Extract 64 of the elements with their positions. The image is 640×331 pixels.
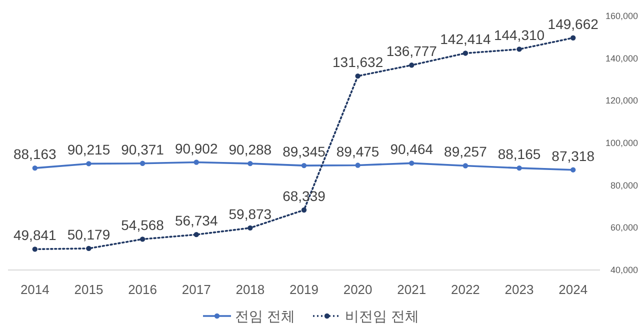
x-tick-label: 2019 <box>290 282 318 297</box>
y-tick-label: 120,000 <box>605 96 638 106</box>
y-tick-label: 160,000 <box>605 11 638 21</box>
point <box>462 163 468 168</box>
x-tick-label: 2017 <box>182 282 211 297</box>
point <box>409 160 414 166</box>
point <box>570 167 576 172</box>
point <box>194 160 199 165</box>
data-label: 90,288 <box>228 142 272 158</box>
x-tick-label: 2021 <box>397 282 426 297</box>
data-label: 50,179 <box>67 226 110 242</box>
x-tick-label: 2022 <box>450 282 480 297</box>
point <box>32 246 38 252</box>
data-label: 88,163 <box>13 146 57 162</box>
data-label: 89,257 <box>444 144 488 160</box>
data-label: 136,777 <box>386 43 438 60</box>
y-tick-label: 80,000 <box>610 180 638 190</box>
x-tick-label: 2018 <box>236 282 265 297</box>
data-label: 90,215 <box>67 142 110 158</box>
data-label: 144,310 <box>494 27 545 44</box>
legend-label: 비전임 전체 <box>345 308 419 324</box>
point <box>462 50 468 56</box>
data-label: 89,475 <box>336 143 380 160</box>
legend-label: 전임 전체 <box>235 308 295 324</box>
point <box>570 35 576 40</box>
point <box>194 232 199 238</box>
data-label: 90,371 <box>121 141 164 158</box>
point <box>86 161 92 166</box>
x-tick-label: 2014 <box>20 282 50 297</box>
y-tick-label: 100,000 <box>605 138 638 148</box>
data-label: 89,345 <box>282 144 326 160</box>
point <box>301 207 307 213</box>
point <box>86 246 92 252</box>
data-label: 49,841 <box>13 227 57 244</box>
point <box>32 165 38 171</box>
data-label: 90,902 <box>174 140 218 156</box>
data-label: 131,632 <box>332 54 384 70</box>
y-tick-label: 140,000 <box>605 53 638 64</box>
x-tick-label: 2023 <box>504 282 534 297</box>
point <box>355 73 360 79</box>
point <box>409 62 414 68</box>
point <box>301 162 307 168</box>
data-label: 68,339 <box>282 188 326 204</box>
point <box>516 165 522 171</box>
data-label: 87,318 <box>552 148 595 164</box>
data-label: 54,568 <box>121 217 164 234</box>
y-tick-label: 40,000 <box>610 265 638 275</box>
x-tick-label: 2020 <box>343 282 372 297</box>
data-label: 56,734 <box>174 212 218 229</box>
data-label: 142,414 <box>440 31 491 48</box>
point <box>355 162 360 168</box>
data-label: 88,165 <box>498 146 541 162</box>
point <box>248 160 253 166</box>
point <box>140 160 146 166</box>
data-label: 59,873 <box>228 206 272 222</box>
x-tick-label: 2016 <box>128 282 158 297</box>
x-tick-label: 2015 <box>74 282 104 297</box>
x-tick-label: 2024 <box>558 282 588 297</box>
point <box>248 225 253 231</box>
data-label: 90,464 <box>390 141 434 158</box>
data-label: 149,662 <box>548 16 599 32</box>
point <box>516 46 522 52</box>
point <box>140 236 146 242</box>
y-tick-label: 60,000 <box>610 222 638 233</box>
